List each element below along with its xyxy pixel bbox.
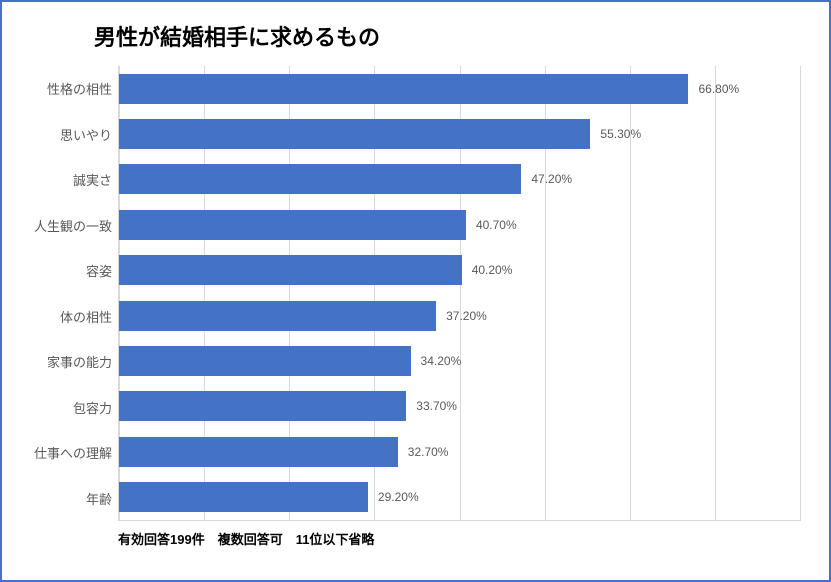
y-axis-label: 誠実さ	[73, 170, 118, 189]
y-axis-label: 年齢	[86, 489, 118, 508]
bar-row: 40.70%	[119, 210, 801, 240]
bar-row: 33.70%	[119, 391, 801, 421]
bar-row: 29.20%	[119, 482, 801, 512]
bar	[119, 301, 436, 331]
bar-value-label: 66.80%	[698, 82, 739, 96]
bar-value-label: 37.20%	[446, 309, 487, 323]
bar	[119, 255, 462, 285]
bar-row: 37.20%	[119, 301, 801, 331]
bar-row: 47.20%	[119, 164, 801, 194]
bar-row: 55.30%	[119, 119, 801, 149]
chart-frame: 男性が結婚相手に求めるもの 性格の相性思いやり誠実さ人生観の一致容姿体の相性家事…	[0, 0, 831, 582]
plot-area: 性格の相性思いやり誠実さ人生観の一致容姿体の相性家事の能力包容力仕事への理解年齢…	[20, 66, 801, 521]
y-axis-label: 容姿	[86, 261, 118, 280]
bar-value-label: 29.20%	[378, 490, 419, 504]
bar	[119, 119, 590, 149]
y-axis-label: 包容力	[73, 398, 118, 417]
bar	[119, 482, 368, 512]
y-axis-label: 仕事への理解	[34, 443, 118, 462]
bar-value-label: 47.20%	[531, 172, 572, 186]
bar-value-label: 33.70%	[416, 399, 457, 413]
bars-region: 66.80% 55.30% 47.20% 40.70% 40.20% 37.20% 34.2…	[118, 66, 801, 521]
chart-footnote: 有効回答199件 複数回答可 11位以下省略	[118, 529, 801, 548]
bar-value-label: 40.70%	[476, 218, 517, 232]
y-axis-label: 体の相性	[60, 307, 118, 326]
bar-row: 40.20%	[119, 255, 801, 285]
y-axis-label: 思いやり	[60, 125, 118, 144]
y-axis-label: 人生観の一致	[34, 216, 118, 235]
bar	[119, 210, 466, 240]
bar	[119, 437, 398, 467]
bar-row: 32.70%	[119, 437, 801, 467]
bar	[119, 74, 688, 104]
y-axis-label: 性格の相性	[47, 79, 118, 98]
bar-value-label: 40.20%	[472, 263, 513, 277]
bar	[119, 164, 521, 194]
bar-row: 34.20%	[119, 346, 801, 376]
bar	[119, 391, 406, 421]
bar-value-label: 34.20%	[421, 354, 462, 368]
bar-value-label: 55.30%	[600, 127, 641, 141]
bar-value-label: 32.70%	[408, 445, 449, 459]
bar	[119, 346, 411, 376]
bar-row: 66.80%	[119, 74, 801, 104]
y-axis-label: 家事の能力	[47, 352, 118, 371]
bars-container: 66.80% 55.30% 47.20% 40.70% 40.20% 37.20% 34.2…	[119, 66, 801, 520]
chart-title: 男性が結婚相手に求めるもの	[94, 20, 801, 52]
y-axis: 性格の相性思いやり誠実さ人生観の一致容姿体の相性家事の能力包容力仕事への理解年齢	[20, 66, 118, 521]
